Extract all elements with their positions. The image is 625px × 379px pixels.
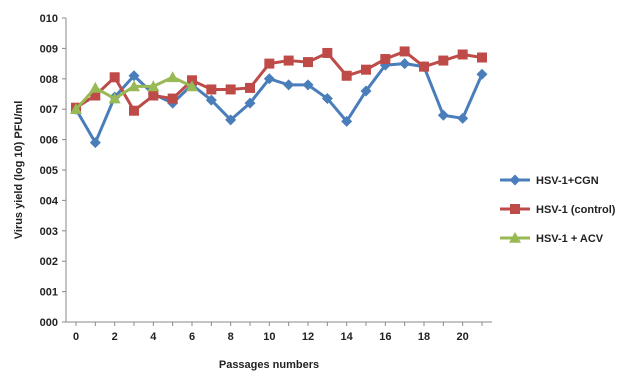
legend-marker bbox=[509, 174, 521, 186]
x-tick-label: 14 bbox=[341, 331, 354, 343]
data-point bbox=[186, 80, 198, 92]
y-tick-label: 004 bbox=[40, 195, 59, 207]
data-point bbox=[70, 103, 82, 114]
y-tick-label: 002 bbox=[40, 256, 58, 268]
data-point bbox=[206, 84, 217, 95]
series-lines bbox=[70, 46, 488, 149]
x-tick-label: 0 bbox=[73, 331, 79, 343]
data-point bbox=[128, 70, 140, 82]
data-point bbox=[128, 80, 140, 92]
data-point bbox=[457, 49, 468, 60]
data-point bbox=[283, 79, 295, 91]
y-tick-label: 009 bbox=[40, 43, 58, 55]
data-point bbox=[89, 137, 101, 149]
series-3 bbox=[70, 71, 198, 114]
x-tick-label: 8 bbox=[228, 331, 234, 343]
data-point bbox=[399, 58, 411, 70]
y-tick-label: 005 bbox=[40, 165, 58, 177]
data-point bbox=[302, 79, 314, 91]
data-point bbox=[245, 82, 255, 93]
y-tick-label: 007 bbox=[40, 104, 58, 116]
data-point bbox=[476, 68, 488, 80]
data-point bbox=[147, 80, 160, 92]
data-point bbox=[264, 58, 275, 69]
data-point bbox=[341, 70, 352, 81]
legend-label: HSV-1 (control) bbox=[536, 204, 616, 216]
data-point bbox=[283, 55, 294, 66]
legend-marker bbox=[509, 232, 521, 243]
data-point bbox=[89, 81, 102, 93]
data-point bbox=[225, 84, 236, 95]
x-tick-label: 6 bbox=[189, 331, 195, 343]
data-point bbox=[341, 115, 353, 127]
data-point bbox=[108, 92, 121, 104]
x-tick-label: 10 bbox=[263, 331, 275, 343]
data-point bbox=[129, 105, 139, 116]
data-point bbox=[321, 93, 333, 105]
data-point bbox=[419, 61, 429, 72]
x-tick-label: 4 bbox=[150, 331, 157, 343]
data-point bbox=[399, 46, 410, 57]
data-point bbox=[437, 109, 449, 121]
y-tick-label: 006 bbox=[40, 135, 58, 147]
data-point bbox=[148, 90, 159, 101]
x-tick-label: 16 bbox=[379, 331, 391, 343]
data-point bbox=[109, 72, 120, 83]
legend-label: HSV-1+CGN bbox=[536, 175, 599, 187]
data-point bbox=[438, 55, 449, 66]
series-line bbox=[75, 49, 483, 113]
x-axis-title: Passages numbers bbox=[219, 359, 319, 371]
y-tick-label: 010 bbox=[40, 13, 58, 25]
data-point bbox=[225, 114, 237, 126]
data-point bbox=[244, 97, 256, 109]
data-point bbox=[187, 75, 197, 86]
data-point bbox=[477, 52, 487, 63]
x-tick-label: 12 bbox=[302, 331, 314, 343]
y-axis-title: Virus yield (log 10) PFU/ml bbox=[13, 101, 25, 240]
legend-marker bbox=[510, 204, 520, 214]
data-point bbox=[263, 73, 275, 85]
data-point bbox=[457, 112, 469, 124]
data-point bbox=[167, 93, 178, 104]
legend: HSV-1+CGN HSV-1 (control) HSV-1 + ACV bbox=[500, 174, 616, 245]
series-line bbox=[74, 62, 484, 145]
data-point bbox=[166, 71, 179, 83]
y-tick-label: 001 bbox=[40, 287, 58, 299]
y-tick-label: 008 bbox=[40, 74, 58, 86]
data-point bbox=[379, 59, 391, 71]
data-point bbox=[380, 54, 391, 65]
tick-labels: 000 001 002 003 004 005 006 007 008 009 010 0 2 4 6 8 10… bbox=[40, 13, 483, 343]
legend-label: HSV-1 + ACV bbox=[536, 233, 604, 245]
data-point bbox=[303, 57, 313, 68]
x-tick-label: 20 bbox=[457, 331, 469, 343]
data-point bbox=[360, 85, 372, 97]
data-point bbox=[322, 47, 333, 58]
y-tick-label: 000 bbox=[40, 317, 58, 329]
x-tick-label: 18 bbox=[418, 331, 430, 343]
x-tick-label: 2 bbox=[112, 331, 118, 343]
data-point bbox=[361, 64, 371, 75]
y-tick-label: 003 bbox=[40, 226, 58, 238]
data-point bbox=[90, 90, 101, 101]
data-point bbox=[205, 94, 217, 106]
